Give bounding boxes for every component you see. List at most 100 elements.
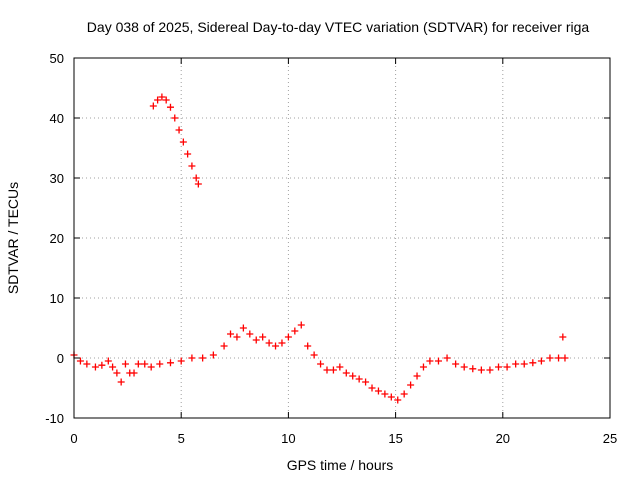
data-point: [529, 359, 537, 367]
y-tick-label: 30: [50, 171, 64, 186]
data-point: [184, 150, 192, 158]
data-point: [166, 359, 174, 367]
grid: [74, 58, 610, 418]
y-tick-label: 40: [50, 111, 64, 126]
data-point: [194, 180, 202, 188]
data-point: [166, 103, 174, 111]
data-point: [188, 354, 196, 362]
data-point: [76, 357, 84, 365]
data-point: [117, 378, 125, 386]
data-point: [537, 357, 545, 365]
data-point: [342, 369, 350, 377]
data-point: [310, 351, 318, 359]
data-point: [278, 339, 286, 347]
data-point: [559, 333, 567, 341]
data-point: [188, 162, 196, 170]
data-point: [426, 357, 434, 365]
data-point: [374, 387, 382, 395]
data-point: [149, 102, 157, 110]
data-point: [317, 360, 325, 368]
y-tick-label: 20: [50, 231, 64, 246]
data-point: [252, 336, 260, 344]
data-point: [259, 333, 267, 341]
data-point: [304, 342, 312, 350]
data-point: [154, 96, 162, 104]
y-tick-label: 50: [50, 51, 64, 66]
data-point: [495, 363, 503, 371]
series-segment-main: [70, 321, 569, 404]
x-tick-label: 0: [70, 431, 77, 446]
data-point: [91, 363, 99, 371]
data-point: [284, 333, 292, 341]
y-tick-label: 10: [50, 291, 64, 306]
data-point: [503, 363, 511, 371]
data-point: [486, 366, 494, 374]
series-outlier: [559, 333, 567, 341]
data-point: [460, 363, 468, 371]
data-point: [109, 363, 117, 371]
series-segment-early: [149, 93, 202, 188]
data-point: [387, 393, 395, 401]
data-point: [192, 174, 200, 182]
data-point: [233, 333, 241, 341]
x-tick-label: 10: [281, 431, 295, 446]
data-point: [265, 339, 273, 347]
data-point: [227, 330, 235, 338]
data-point: [419, 363, 427, 371]
data-point: [171, 114, 179, 122]
data-point: [355, 375, 363, 383]
data-point: [381, 390, 389, 398]
data-point: [220, 342, 228, 350]
x-tick-label: 25: [603, 431, 617, 446]
y-tick-label: 0: [57, 351, 64, 366]
data-point: [291, 327, 299, 335]
data-point: [400, 390, 408, 398]
data-point: [477, 366, 485, 374]
data-point: [158, 93, 166, 101]
data-point: [413, 372, 421, 380]
data-point: [336, 363, 344, 371]
data-point: [297, 321, 305, 329]
y-axis-label: SDTVAR / TECUs: [5, 182, 21, 294]
data-point: [162, 96, 170, 104]
data-point: [362, 378, 370, 386]
data-point: [368, 384, 376, 392]
data-point: [434, 357, 442, 365]
axis-ticks: 0 5 10 15 20 25 -10 0 10 20 30 40 50: [45, 51, 617, 446]
data-point: [104, 357, 112, 365]
chart-title: Day 038 of 2025, Sidereal Day-to-day VTE…: [87, 19, 590, 35]
data-point: [156, 360, 164, 368]
data-marks: [70, 93, 569, 404]
data-point: [443, 354, 451, 362]
x-tick-label: 5: [178, 431, 185, 446]
data-point: [469, 365, 477, 373]
data-point: [83, 360, 91, 368]
data-point: [349, 372, 357, 380]
x-tick-label: 20: [496, 431, 510, 446]
data-point: [199, 354, 207, 362]
data-point: [561, 354, 569, 362]
x-tick-label: 15: [388, 431, 402, 446]
data-point: [209, 351, 217, 359]
data-point: [141, 360, 149, 368]
data-point: [134, 360, 142, 368]
data-point: [546, 354, 554, 362]
data-point: [407, 381, 415, 389]
data-point: [272, 342, 280, 350]
data-point: [98, 361, 106, 369]
data-point: [175, 126, 183, 134]
data-point: [520, 360, 528, 368]
data-point: [130, 369, 138, 377]
y-tick-label: -10: [45, 411, 64, 426]
data-point: [452, 360, 460, 368]
data-point: [329, 366, 337, 374]
x-axis-label: GPS time / hours: [287, 457, 394, 473]
data-point: [394, 396, 402, 404]
data-point: [239, 324, 247, 332]
data-point: [179, 138, 187, 146]
data-point: [121, 360, 129, 368]
data-point: [113, 369, 121, 377]
data-point: [147, 363, 155, 371]
data-point: [323, 366, 331, 374]
